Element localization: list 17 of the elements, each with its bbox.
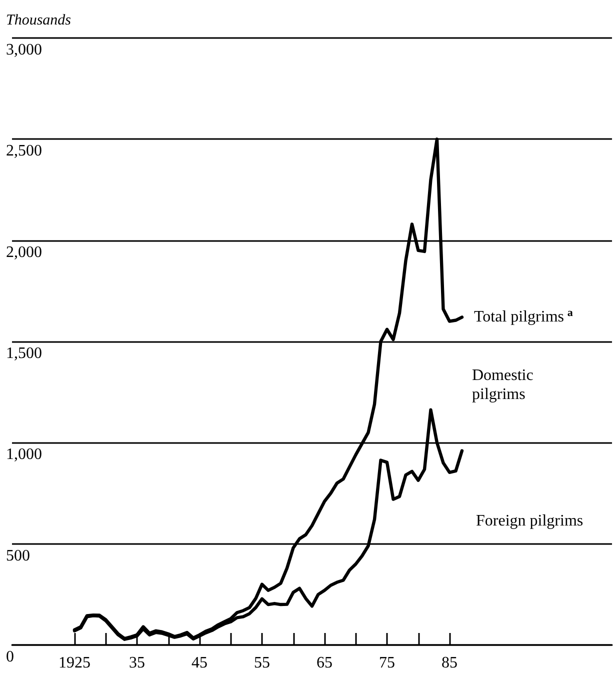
y-tick-label: 2,000: [6, 244, 42, 261]
y-tick-label: 1,000: [6, 446, 42, 464]
x-tick-label: 1925: [58, 654, 90, 672]
y-tick-label: 1,500: [6, 345, 42, 362]
x-tick-label: 65: [316, 654, 332, 672]
y-tick-label: 500: [6, 547, 30, 564]
x-tick-label: 85: [442, 654, 458, 672]
x-tick-label: 55: [254, 654, 270, 672]
annotation: Domestic pilgrims: [472, 366, 538, 403]
y-tick-label: 2,500: [6, 142, 42, 160]
y-tick-label: 0: [6, 648, 14, 666]
x-tick-label: 45: [192, 654, 208, 672]
text: Foreign pilgrims: [476, 512, 584, 530]
x-tick-label: 35: [129, 654, 145, 672]
y-axis-title: Thousands: [6, 12, 72, 28]
y-tick-label: 3,000: [6, 42, 42, 58]
x-tick-label: 75: [379, 654, 395, 672]
